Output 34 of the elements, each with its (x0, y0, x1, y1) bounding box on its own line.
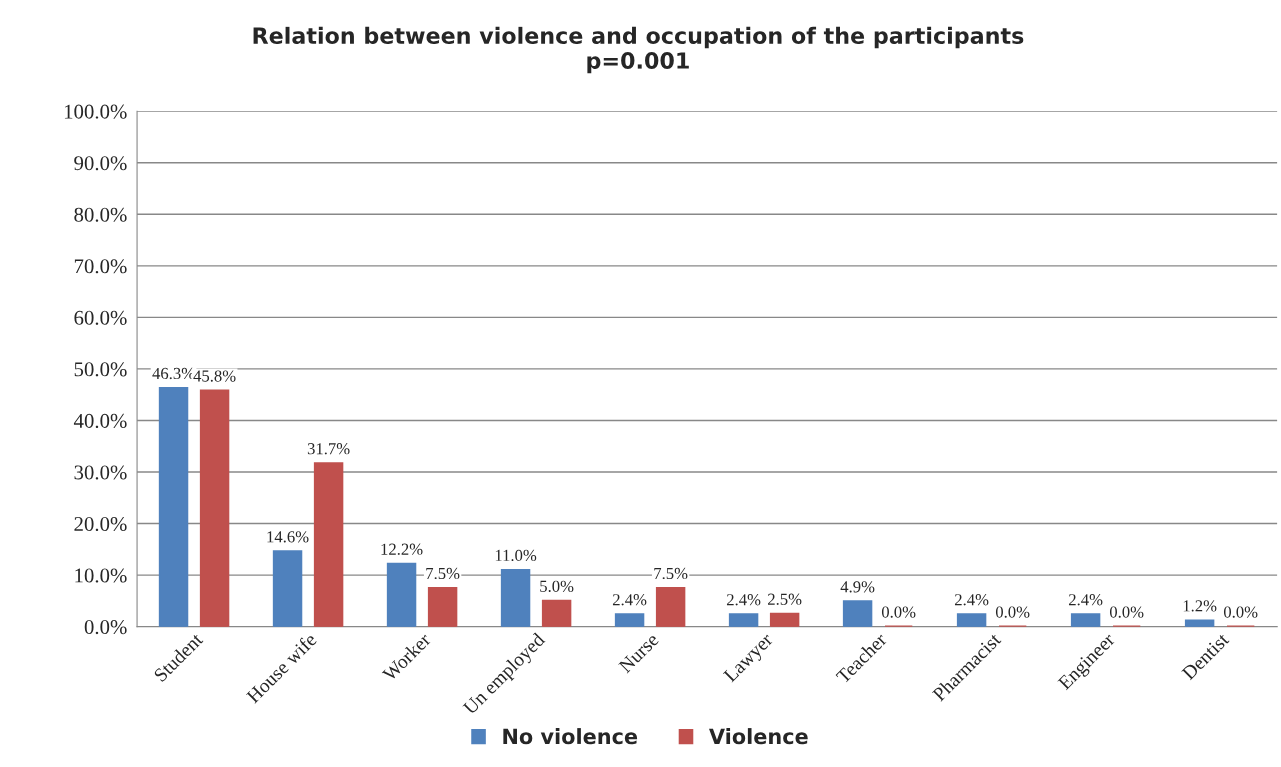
data-label: 14.6% (267, 531, 309, 543)
y-tick-label: 70.0% (74, 259, 127, 274)
data-label: 2.4% (612, 594, 647, 606)
data-label: 7.5% (426, 567, 460, 580)
y-tick-label: 40.0% (73, 413, 127, 428)
y-tick-label: 20.0% (74, 516, 127, 532)
y-tick-label: 10.0% (75, 568, 127, 583)
chart-title: Relation between violence and occupation of the participants (253, 26, 1024, 49)
y-tick-label: 60.0% (74, 310, 127, 325)
data-label: 45.8% (193, 370, 236, 382)
data-label: 0.0% (995, 606, 1030, 618)
data-label: 2.4% (954, 594, 989, 606)
y-tick-label: 80.0% (74, 207, 127, 222)
data-label: 31.7% (307, 443, 350, 455)
y-tick-label: 100.0% (64, 104, 127, 119)
data-label: 0.0% (881, 606, 916, 618)
data-label: 4.9% (840, 581, 875, 593)
data-label: 2.4% (726, 594, 761, 606)
y-tick-label: 0.0% (84, 620, 127, 635)
data-label: 5.0% (540, 580, 574, 592)
data-label: 2.5% (768, 593, 802, 605)
data-label: 12.2% (381, 543, 423, 555)
legend-label: No violence (503, 728, 638, 745)
data-label: 0.0% (1223, 606, 1258, 618)
data-label: 11.0% (495, 549, 537, 562)
data-label: 1.2% (1183, 600, 1217, 612)
data-label: 7.5% (654, 567, 688, 580)
data-label: 0.0% (1109, 606, 1144, 618)
y-tick-label: 30.0% (74, 465, 127, 480)
y-tick-label: 90.0% (74, 156, 127, 171)
data-label: 2.4% (1069, 594, 1103, 606)
legend-label: Violence (709, 728, 808, 745)
y-tick-label: 50.0% (74, 362, 127, 377)
chart-subtitle: p=0.001 (587, 52, 689, 74)
